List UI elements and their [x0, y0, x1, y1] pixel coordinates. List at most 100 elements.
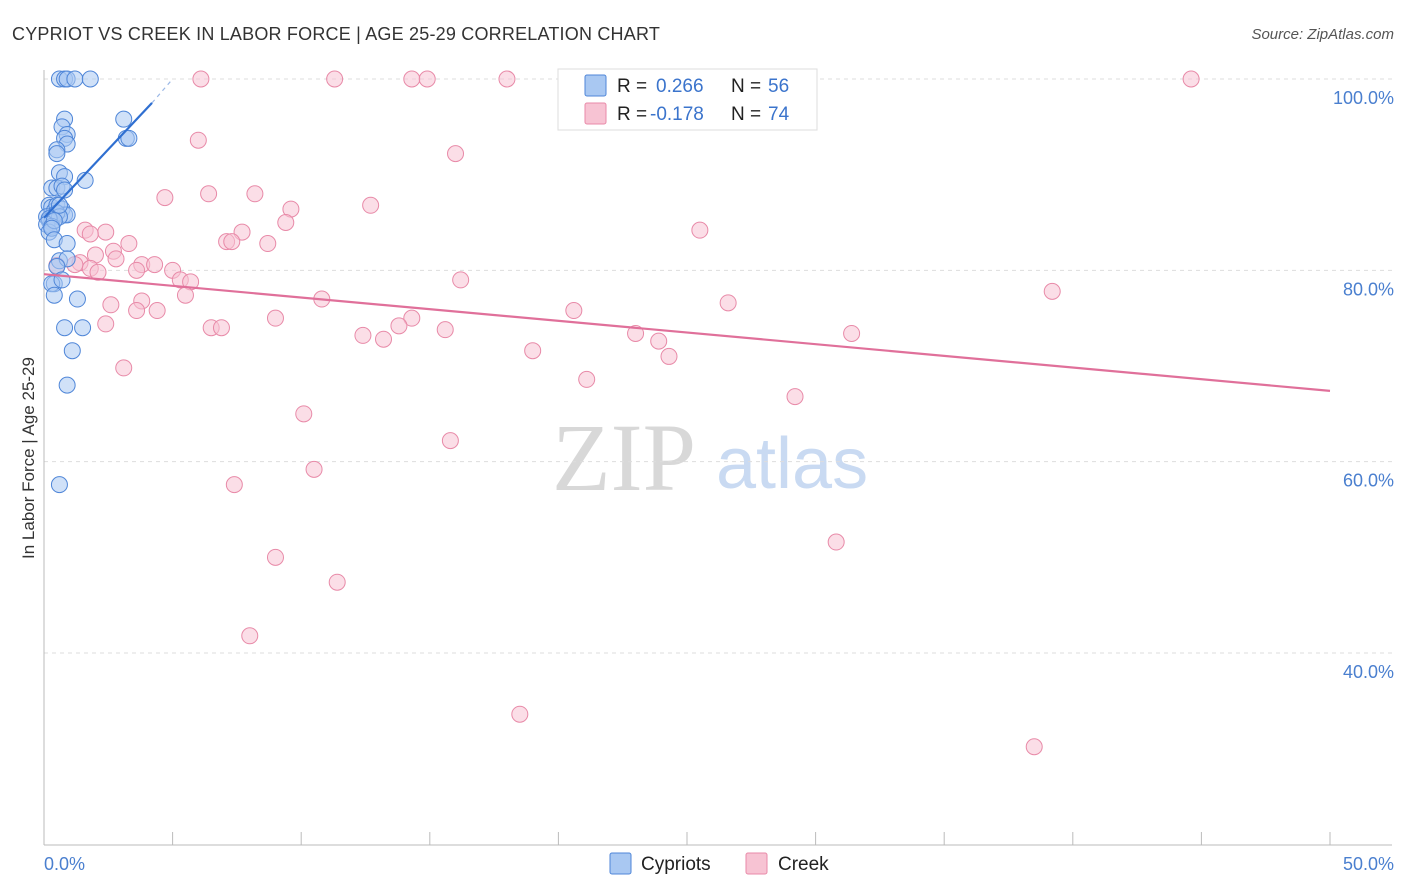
creek-point-21 [120, 235, 138, 253]
cypriots-point-14 [120, 129, 138, 147]
creek-point-55 [375, 330, 393, 348]
creek-point-65 [225, 476, 243, 494]
creek-point-20 [223, 233, 241, 251]
creek-point-39 [102, 296, 120, 314]
creek-point-8 [200, 185, 218, 203]
cypriots-point-51 [63, 342, 81, 360]
legend-r-value-creek: -0.178 [650, 104, 704, 125]
creek-point-4 [498, 70, 516, 88]
creek-point-43 [148, 302, 166, 320]
creek-point-42 [128, 302, 146, 320]
cypriots-trend-extension [151, 78, 174, 104]
creek-point-48 [390, 317, 408, 335]
bottom-legend-label-cypriots: Cypriots [641, 854, 711, 875]
creek-point-56 [650, 332, 668, 350]
zipatlas-watermark: ZIP atlas [552, 404, 868, 511]
bottom-legend-swatch-creek [745, 852, 768, 875]
cypriots-point-53 [50, 476, 68, 494]
creek-point-61 [786, 388, 804, 406]
gridlines [44, 78, 1392, 654]
creek-point-54 [354, 326, 372, 344]
bottom-legend-label-creek: Creek [778, 854, 829, 875]
creek-point-52 [627, 324, 645, 342]
creek-point-7 [447, 145, 465, 163]
creek-point-11 [362, 196, 380, 214]
creek-point-62 [295, 405, 313, 423]
x-tick-label-min: 0.0% [44, 854, 85, 874]
creek-point-30 [128, 261, 146, 279]
creek-point-50 [212, 319, 230, 337]
cypriots-point-11 [48, 145, 66, 163]
creek-point-25 [107, 250, 125, 268]
cypriots-point-52 [58, 376, 76, 394]
creek-point-59 [115, 359, 133, 377]
cypriots-point-4 [81, 70, 99, 88]
creek-point-66 [827, 533, 845, 551]
legend-r-label-cypriots: R = [617, 76, 647, 97]
legend-n-value-cypriots: 56 [768, 76, 789, 97]
cypriots-point-48 [68, 290, 86, 308]
legend-n-label-creek: N = [731, 104, 761, 125]
creek-point-2 [403, 70, 421, 88]
creek-point-57 [524, 342, 542, 360]
y-tick-label-60: 60.0% [1343, 471, 1394, 491]
x-tick-label-max: 50.0% [1343, 854, 1394, 874]
series-legend: Cypriots Creek [609, 852, 829, 875]
bottom-legend-swatch-cypriots [609, 852, 632, 875]
creek-point-13 [277, 214, 295, 231]
creek-point-18 [691, 221, 709, 239]
creek-point-67 [266, 548, 284, 566]
creek-point-71 [1025, 738, 1043, 756]
creek-point-1 [326, 70, 344, 88]
creek-point-69 [241, 627, 259, 645]
creek-point-51 [436, 321, 454, 339]
watermark-zip-text: ZIP [552, 404, 696, 511]
creek-point-40 [719, 294, 737, 312]
creek-point-45 [266, 309, 284, 327]
legend-r-value-cypriots: 0.266 [656, 76, 704, 97]
y-tick-label-100: 100.0% [1333, 88, 1394, 108]
creek-point-9 [246, 185, 264, 203]
creek-point-10 [156, 189, 174, 207]
chart-source: Source: ZipAtlas.com [1251, 26, 1394, 43]
creek-point-63 [441, 432, 459, 450]
creek-point-36 [176, 286, 194, 304]
creek-point-15 [97, 223, 115, 241]
y-axis-tick-labels: 100.0% 80.0% 60.0% 40.0% [1333, 88, 1394, 682]
cypriots-point-39 [50, 196, 68, 214]
legend-n-value-creek: 74 [768, 104, 790, 125]
cypriots-point-21 [56, 181, 74, 199]
creek-point-58 [660, 347, 678, 365]
creek-point-5 [1182, 70, 1200, 88]
creek-series-points [48, 70, 1200, 756]
creek-point-60 [578, 370, 596, 388]
creek-point-47 [97, 315, 115, 333]
creek-point-44 [565, 302, 583, 320]
creek-point-53 [843, 324, 861, 342]
legend-swatch-creek [584, 102, 607, 125]
watermark-atlas-text: atlas [716, 424, 868, 504]
creek-point-41 [1043, 282, 1061, 300]
x-axis-ticks [43, 832, 1331, 845]
creek-point-22 [259, 235, 277, 253]
correlation-legend: R = 0.266 N = 56 R = -0.178 N = 74 [557, 68, 818, 131]
creek-trend-line [43, 273, 1331, 392]
cypriots-trend-line [43, 102, 153, 219]
creek-point-17 [81, 225, 99, 243]
y-tick-label-40: 40.0% [1343, 662, 1394, 682]
creek-point-35 [452, 271, 470, 289]
legend-swatch-cypriots [584, 74, 607, 97]
cypriots-point-42 [58, 235, 76, 253]
chart-title: CYPRIOT VS CREEK IN LABOR FORCE | AGE 25… [12, 24, 660, 44]
legend-r-label-creek: R = [617, 104, 647, 125]
creek-point-6 [189, 131, 207, 149]
cypriots-point-12 [115, 110, 133, 128]
creek-point-0 [192, 70, 210, 88]
y-axis-label: In Labor Force | Age 25-29 [19, 357, 38, 559]
cypriots-point-3 [66, 70, 84, 88]
cypriots-point-50 [74, 319, 92, 337]
y-tick-label-80: 80.0% [1343, 279, 1394, 299]
legend-n-label-cypriots: N = [731, 76, 761, 97]
creek-point-46 [403, 309, 421, 327]
